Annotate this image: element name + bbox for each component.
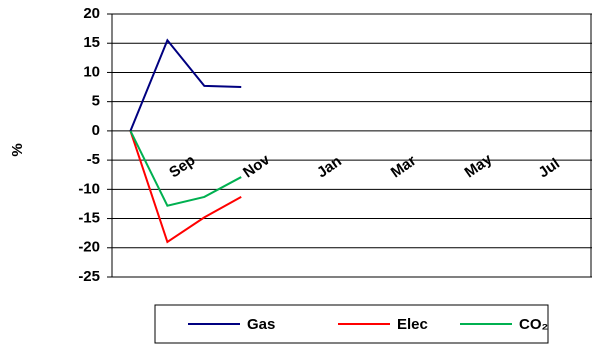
x-tick-label: Nov xyxy=(240,151,274,182)
y-tick-label: 0 xyxy=(92,122,100,139)
legend-label: CO₂ xyxy=(519,316,548,333)
series-line xyxy=(129,130,242,244)
series-line xyxy=(129,38,242,132)
y-tick-label: -5 xyxy=(87,151,100,168)
y-tick-label: -20 xyxy=(78,239,100,256)
y-tick-label: -15 xyxy=(78,210,100,227)
y-tick-label: 5 xyxy=(92,93,100,110)
plot-area xyxy=(111,13,592,278)
y-tick-label: -10 xyxy=(78,180,100,197)
x-tick-label: Jan xyxy=(314,153,345,182)
y-tick-label: 15 xyxy=(83,34,100,51)
y-tick-label: 20 xyxy=(83,5,100,22)
x-tick-label: Sep xyxy=(166,152,198,182)
x-tick-label: Mar xyxy=(388,152,420,181)
series-line xyxy=(129,130,242,207)
x-tick-label: May xyxy=(462,150,496,181)
legend-label: Gas xyxy=(247,316,275,333)
x-tick-label: Jul xyxy=(535,155,563,181)
y-tick-label: 10 xyxy=(83,63,100,80)
y-axis-label: % xyxy=(9,143,26,156)
y-tick-label: -25 xyxy=(78,268,100,285)
legend-label: Elec xyxy=(397,316,428,333)
